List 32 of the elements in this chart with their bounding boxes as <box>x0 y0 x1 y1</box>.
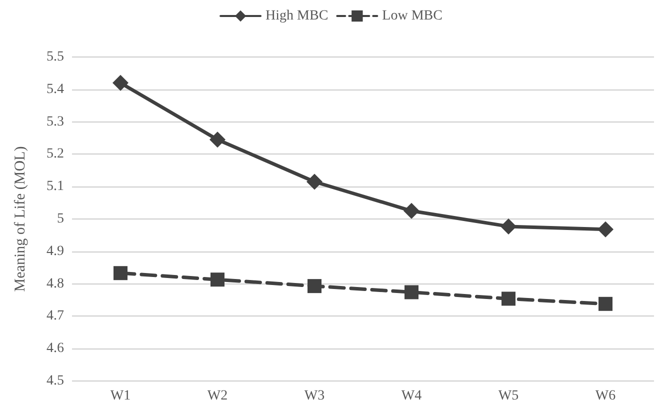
point <box>404 202 420 219</box>
y-tick-label: 4.9 <box>46 244 64 259</box>
y-tick-label: 5.5 <box>46 50 64 64</box>
point <box>500 218 516 234</box>
point <box>306 174 322 190</box>
point <box>502 292 516 306</box>
point <box>308 279 322 294</box>
y-axis-title: Meaning of Life (MOL) <box>12 146 28 292</box>
y-tick-label: 5.3 <box>46 114 64 130</box>
y-tick-label: 5.1 <box>46 179 64 194</box>
legend-label: Low MBC <box>382 8 442 24</box>
x-tick-label: W5 <box>498 388 519 404</box>
point <box>598 221 614 238</box>
y-tick-label: 4.8 <box>46 276 64 292</box>
x-tick-label: W6 <box>595 388 616 404</box>
point <box>114 266 128 280</box>
x-tick-label: W4 <box>401 388 422 404</box>
y-tick-label: 5 <box>57 212 64 226</box>
point <box>210 132 226 148</box>
point <box>404 285 418 300</box>
y-tick-label: 5.4 <box>46 82 64 97</box>
point <box>210 272 224 287</box>
x-tick-label: W3 <box>304 388 325 404</box>
x-tick-label: W2 <box>207 388 228 404</box>
y-tick-label: 4.6 <box>46 341 64 356</box>
legend-label: High MBC <box>266 8 328 24</box>
x-tick-label: W1 <box>110 388 131 404</box>
point <box>112 74 128 91</box>
point <box>598 296 612 311</box>
y-tick-label: 4.7 <box>46 308 64 324</box>
y-tick-label: 4.5 <box>46 374 64 388</box>
y-tick-label: 5.2 <box>46 146 64 162</box>
